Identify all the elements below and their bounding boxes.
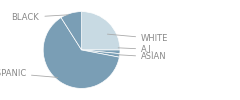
Wedge shape [82,50,120,57]
Text: WHITE: WHITE [108,34,168,43]
Text: ASIAN: ASIAN [118,52,167,61]
Wedge shape [61,12,82,50]
Wedge shape [43,18,119,88]
Text: HISPANIC: HISPANIC [0,68,58,78]
Wedge shape [82,50,120,54]
Text: BLACK: BLACK [12,13,68,22]
Text: A.I.: A.I. [118,45,155,54]
Wedge shape [82,12,120,50]
